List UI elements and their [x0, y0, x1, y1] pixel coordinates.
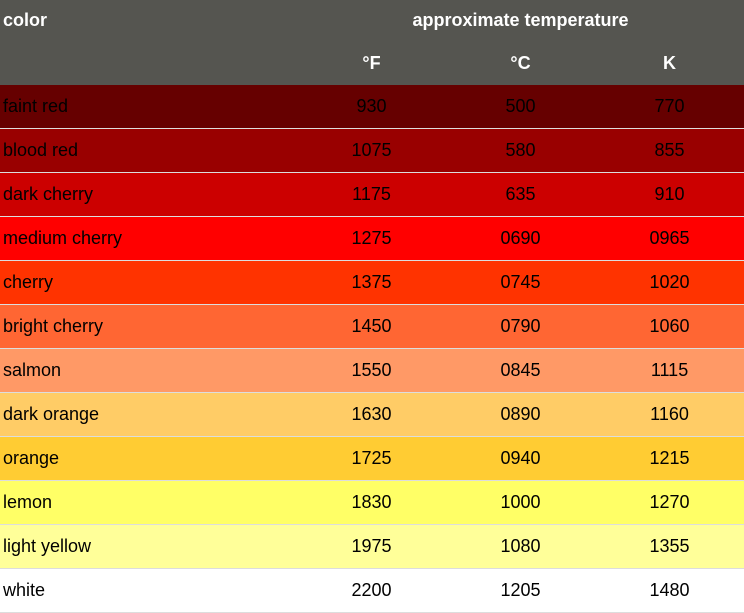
table-row: blood red 1075 580 855 [0, 128, 744, 173]
kelvin-cell: 1160 [595, 392, 744, 437]
celsius-cell: 0890 [446, 392, 595, 437]
celsius-cell: 635 [446, 172, 595, 217]
celsius-cell: 1000 [446, 480, 595, 525]
header-approx-temperature: approximate temperature [297, 0, 744, 42]
table-row: medium cherry 1275 0690 0965 [0, 216, 744, 261]
table-row: white 2200 1205 1480 [0, 568, 744, 613]
table-row: dark cherry 1175 635 910 [0, 172, 744, 217]
celsius-cell: 0745 [446, 260, 595, 305]
celsius-cell: 500 [446, 85, 595, 129]
kelvin-cell: 1215 [595, 436, 744, 481]
celsius-cell: 0845 [446, 348, 595, 393]
celsius-cell: 1205 [446, 568, 595, 613]
table-row: faint red 930 500 770 [0, 85, 744, 129]
header-kelvin: K [595, 42, 744, 85]
color-name-cell: cherry [0, 260, 297, 305]
celsius-cell: 0940 [446, 436, 595, 481]
color-name-cell: white [0, 568, 297, 613]
color-name-cell: bright cherry [0, 304, 297, 349]
fahrenheit-cell: 1550 [297, 348, 446, 393]
kelvin-cell: 1060 [595, 304, 744, 349]
fahrenheit-cell: 1725 [297, 436, 446, 481]
color-name-cell: medium cherry [0, 216, 297, 261]
table-row: lemon 1830 1000 1270 [0, 480, 744, 525]
fahrenheit-cell: 1450 [297, 304, 446, 349]
kelvin-cell: 855 [595, 128, 744, 173]
fahrenheit-cell: 1630 [297, 392, 446, 437]
table-row: dark orange 1630 0890 1160 [0, 392, 744, 437]
fahrenheit-cell: 1075 [297, 128, 446, 173]
celsius-cell: 580 [446, 128, 595, 173]
fahrenheit-cell: 2200 [297, 568, 446, 613]
kelvin-cell: 770 [595, 85, 744, 129]
color-name-cell: salmon [0, 348, 297, 393]
color-name-cell: faint red [0, 85, 297, 129]
fahrenheit-cell: 1175 [297, 172, 446, 217]
header-row: color approximate temperature [0, 0, 744, 42]
kelvin-cell: 910 [595, 172, 744, 217]
fahrenheit-cell: 1275 [297, 216, 446, 261]
fahrenheit-cell: 1375 [297, 260, 446, 305]
color-name-cell: light yellow [0, 524, 297, 569]
table-row: cherry 1375 0745 1020 [0, 260, 744, 305]
color-name-cell: dark orange [0, 392, 297, 437]
header-blank [0, 42, 297, 85]
table-row: orange 1725 0940 1215 [0, 436, 744, 481]
table-row: bright cherry 1450 0790 1060 [0, 304, 744, 349]
table-row: salmon 1550 0845 1115 [0, 348, 744, 393]
color-name-cell: lemon [0, 480, 297, 525]
kelvin-cell: 0965 [595, 216, 744, 261]
color-name-cell: dark cherry [0, 172, 297, 217]
kelvin-cell: 1355 [595, 524, 744, 569]
fahrenheit-cell: 1830 [297, 480, 446, 525]
kelvin-cell: 1480 [595, 568, 744, 613]
units-row: °F °C K [0, 42, 744, 85]
color-name-cell: blood red [0, 128, 297, 173]
celsius-cell: 0790 [446, 304, 595, 349]
header-celsius: °C [446, 42, 595, 85]
celsius-cell: 0690 [446, 216, 595, 261]
fahrenheit-cell: 1975 [297, 524, 446, 569]
header-color: color [0, 0, 297, 42]
kelvin-cell: 1115 [595, 348, 744, 393]
fahrenheit-cell: 930 [297, 85, 446, 129]
kelvin-cell: 1270 [595, 480, 744, 525]
table-row: light yellow 1975 1080 1355 [0, 524, 744, 569]
header-fahrenheit: °F [297, 42, 446, 85]
kelvin-cell: 1020 [595, 260, 744, 305]
celsius-cell: 1080 [446, 524, 595, 569]
color-name-cell: orange [0, 436, 297, 481]
